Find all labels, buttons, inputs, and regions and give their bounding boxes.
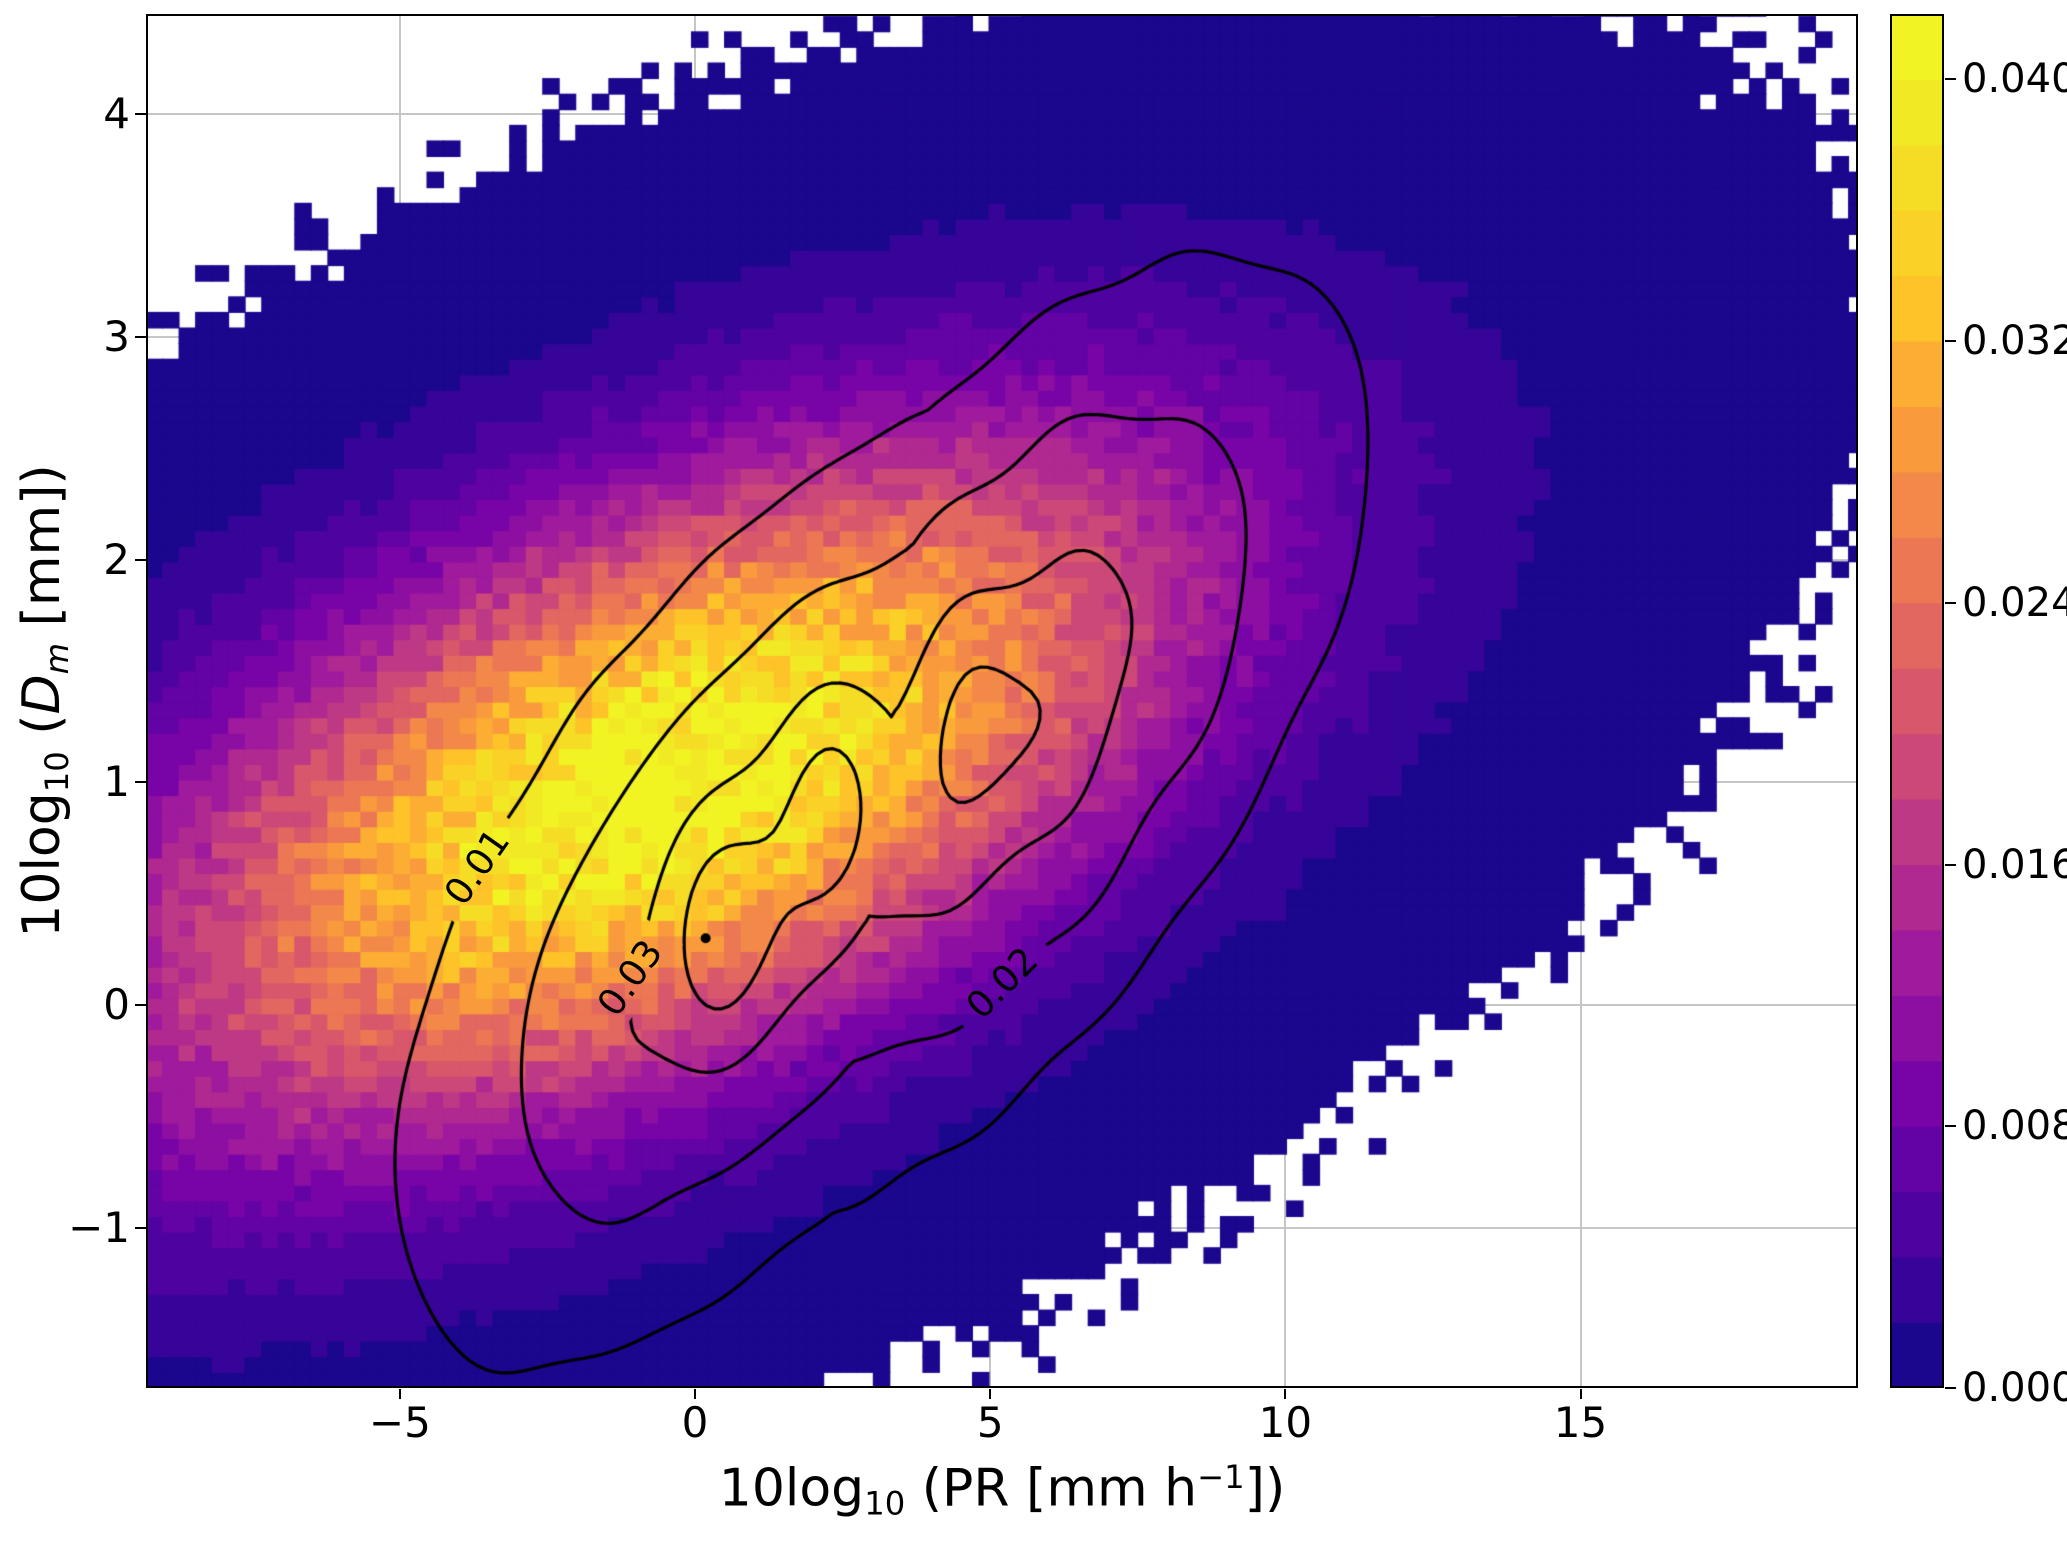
plot-area: 0.01 0.03 0.02 — [146, 14, 1858, 1388]
colorbar-tick-label: 0.008 — [1962, 1103, 2067, 1150]
axis-label-part: 10log — [718, 1458, 865, 1519]
x-tick-label: 10 — [1258, 1398, 1313, 1447]
x-tick-label: 0 — [681, 1398, 709, 1447]
axis-label-part: (PR [mm h — [905, 1458, 1198, 1519]
colorbar-tick-mark — [1945, 1125, 1956, 1128]
x-tick-label: 15 — [1553, 1398, 1608, 1447]
axis-label-part: ]) — [1244, 1458, 1286, 1519]
colorbar-tick-mark — [1945, 1387, 1956, 1389]
colorbar-tick-label: 0.000 — [1962, 1365, 2067, 1411]
colorbar-tick-label: 0.016 — [1962, 841, 2067, 888]
y-tick-label: 4 — [103, 89, 130, 139]
x-tick-mark — [1284, 1389, 1287, 1399]
y-tick-label: −1 — [68, 1202, 130, 1252]
y-tick-mark — [135, 558, 146, 561]
x-tick-mark — [398, 1389, 401, 1399]
axis-label-part: D — [11, 674, 72, 715]
y-tick-mark — [135, 1003, 146, 1006]
y-tick-mark — [135, 781, 146, 784]
contour-lines-canvas — [146, 14, 1858, 1388]
colorbar-tick-mark — [1945, 601, 1956, 604]
axis-label-part: 10 — [864, 1484, 906, 1523]
colorbar-tick-mark — [1945, 863, 1956, 866]
axis-label-part: −1 — [1197, 1458, 1245, 1496]
colorbar-tick-mark — [1945, 340, 1956, 343]
colorbar-tick-mark — [1945, 78, 1956, 81]
y-tick-label: 3 — [103, 311, 130, 361]
colorbar — [1890, 14, 1944, 1388]
axis-label-part: m — [38, 642, 77, 675]
y-tick-mark — [135, 335, 146, 338]
x-tick-mark — [1579, 1389, 1582, 1399]
colorbar-canvas — [1890, 14, 1944, 1388]
y-tick-label: 2 — [103, 534, 130, 584]
colorbar-tick-label: 0.040 — [1962, 56, 2067, 103]
y-tick-mark — [135, 113, 146, 116]
colorbar-tick-label: 0.024 — [1962, 579, 2067, 626]
x-tick-label: 5 — [976, 1398, 1004, 1447]
y-tick-label: 1 — [103, 757, 130, 807]
x-axis-label: 10log10 (PR [mm h−1]) — [146, 1458, 1858, 1523]
y-tick-mark — [135, 1226, 146, 1229]
colorbar-tick-label: 0.032 — [1962, 318, 2067, 365]
x-tick-label: −5 — [368, 1398, 431, 1447]
x-tick-mark — [989, 1389, 992, 1399]
x-tick-mark — [694, 1389, 697, 1399]
axis-label-part: ( — [11, 714, 72, 752]
y-tick-label: 0 — [103, 979, 130, 1029]
axis-label-part: 10log — [11, 792, 72, 938]
